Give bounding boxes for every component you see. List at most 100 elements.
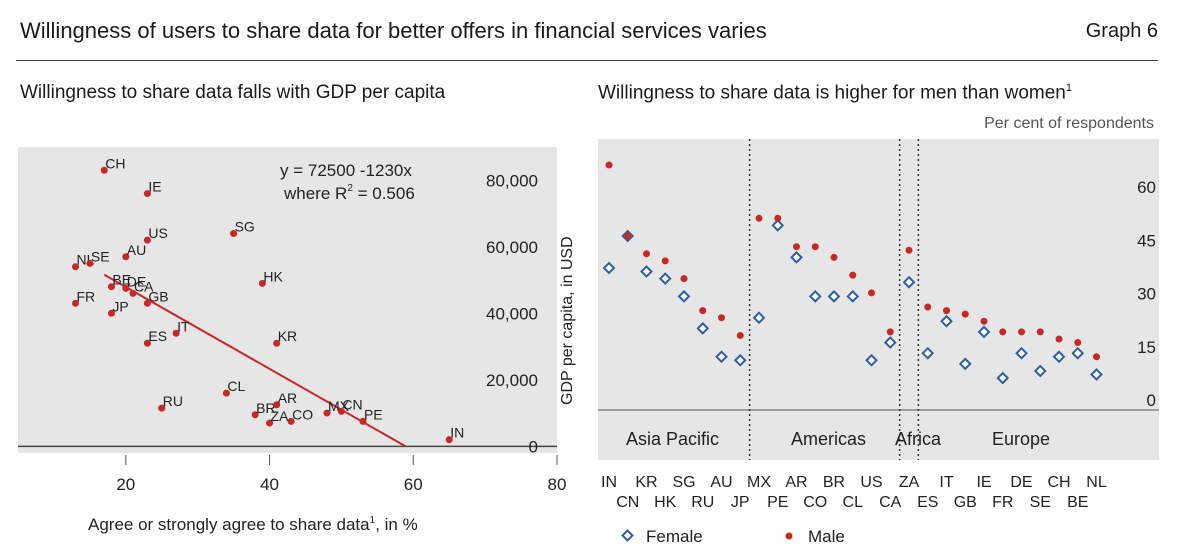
left-y-axis-label: GDP per capita, in USD bbox=[559, 236, 576, 405]
right-ytick-label-15: 15 bbox=[1137, 338, 1156, 357]
legend-male-marker bbox=[785, 532, 793, 540]
left-xtick-label-20: 20 bbox=[116, 475, 135, 494]
point-ie bbox=[143, 190, 151, 198]
male-point-kr bbox=[643, 250, 650, 258]
category-label-cl: CL bbox=[843, 494, 864, 511]
category-label-ch: CH bbox=[1047, 474, 1070, 491]
point-es bbox=[143, 339, 151, 347]
category-label-au: AU bbox=[710, 474, 732, 491]
category-label-us: US bbox=[860, 474, 882, 491]
point-label-in: IN bbox=[450, 425, 464, 441]
legend-female-label: Female bbox=[646, 527, 703, 546]
point-label-pe: PE bbox=[364, 406, 383, 422]
r2-sup: 2 bbox=[347, 183, 353, 194]
point-label-sg: SG bbox=[235, 218, 255, 234]
x-label-note: 1 bbox=[370, 515, 376, 526]
male-point-hk bbox=[661, 257, 669, 265]
region-labels-group: Asia Pacific Americas Africa Europe bbox=[626, 429, 1050, 449]
category-label-cn: CN bbox=[616, 494, 639, 511]
male-point-gb bbox=[961, 310, 969, 318]
point-label-gb: GB bbox=[148, 288, 168, 304]
left-yticks-group: 0 20,000 40,000 60,000 80,000 bbox=[486, 171, 538, 456]
male-point-ie bbox=[980, 317, 988, 325]
point-label-fr: FR bbox=[76, 288, 95, 304]
category-label-it: IT bbox=[939, 474, 953, 491]
right-panel-title-note: 1 bbox=[1065, 82, 1072, 94]
category-label-co: CO bbox=[803, 494, 827, 511]
category-label-ar: AR bbox=[785, 474, 807, 491]
region-label-americas: Americas bbox=[791, 429, 866, 449]
point-de bbox=[122, 284, 130, 292]
point-label-us: US bbox=[148, 225, 167, 241]
point-label-ch: CH bbox=[105, 155, 125, 171]
left-fit-line-group bbox=[103, 273, 407, 448]
r2-text-a: where R bbox=[283, 184, 347, 203]
main-title: Willingness of users to share data for b… bbox=[20, 18, 767, 43]
female-point-de bbox=[1015, 346, 1028, 360]
point-se bbox=[86, 259, 94, 267]
category-label-jp: JP bbox=[731, 494, 750, 511]
right-plot-background bbox=[598, 139, 1159, 460]
female-point-be bbox=[1071, 346, 1085, 360]
male-point-es bbox=[924, 303, 932, 311]
region-dividers-group bbox=[748, 139, 920, 460]
category-label-ca: CA bbox=[879, 494, 902, 511]
point-co bbox=[287, 417, 295, 425]
male-point-sg bbox=[680, 275, 688, 283]
point-kr bbox=[273, 339, 281, 347]
male-point-ar bbox=[793, 243, 800, 251]
male-point-mx bbox=[755, 214, 763, 222]
left-plot-background bbox=[18, 147, 557, 453]
male-point-br bbox=[830, 253, 838, 261]
category-label-se: SE bbox=[1030, 494, 1051, 511]
point-hk bbox=[258, 279, 266, 287]
point-br bbox=[251, 411, 259, 419]
female-point-ca bbox=[883, 336, 897, 349]
category-label-hk: HK bbox=[654, 494, 677, 511]
region-label-europe: Europe bbox=[992, 429, 1050, 449]
female-point-jp bbox=[733, 353, 747, 367]
point-ar bbox=[273, 401, 281, 409]
point-label-au: AU bbox=[127, 242, 146, 258]
point-label-ru: RU bbox=[163, 393, 183, 409]
right-ytick-label-45: 45 bbox=[1137, 231, 1156, 250]
point-label-ca: CA bbox=[134, 278, 154, 294]
left-xtick-label-40: 40 bbox=[260, 475, 279, 494]
category-label-in: IN bbox=[601, 474, 617, 491]
point-in bbox=[445, 436, 453, 444]
regression-equation: y = 72500 -1230x bbox=[280, 161, 412, 180]
legend-male-label: Male bbox=[808, 527, 845, 546]
point-label-se: SE bbox=[91, 248, 110, 264]
male-point-pe bbox=[774, 214, 782, 222]
graph-label: Graph 6 bbox=[1085, 20, 1158, 42]
point-label-kr: KR bbox=[278, 328, 297, 344]
female-point-co bbox=[808, 290, 822, 303]
point-label-za: ZA bbox=[271, 408, 290, 424]
right-panel-title-text: Willingness to share data is higher for … bbox=[598, 82, 1066, 104]
category-label-es: ES bbox=[917, 494, 938, 511]
female-point-ie bbox=[977, 325, 991, 339]
point-label-de: DE bbox=[127, 273, 146, 289]
category-label-nl: NL bbox=[1086, 474, 1107, 491]
category-label-br: BR bbox=[823, 474, 845, 491]
female-point-us bbox=[865, 353, 878, 367]
category-label-kr: KR bbox=[635, 474, 657, 491]
category-label-gb: GB bbox=[954, 494, 977, 511]
regression-r2: where R2 = 0.506 bbox=[283, 183, 415, 203]
point-jp bbox=[107, 309, 115, 317]
left-xtick-label-80: 80 bbox=[548, 475, 567, 494]
point-label-be: BE bbox=[112, 272, 131, 288]
male-point-cl bbox=[849, 271, 857, 279]
female-point-kr bbox=[640, 265, 653, 278]
male-point-us bbox=[868, 289, 875, 297]
female-point-ar bbox=[790, 250, 803, 264]
female-point-hk bbox=[658, 272, 672, 286]
right-yticks-group: 0 15 30 45 60 bbox=[1137, 178, 1156, 410]
right-chart: 0 15 30 45 60 Asia Pacific Americas Africa Euro… bbox=[598, 139, 1159, 546]
male-point-ca bbox=[886, 328, 894, 336]
region-label-africa: Africa bbox=[895, 429, 942, 449]
left-xtick-label-60: 60 bbox=[404, 475, 423, 494]
female-point-fr bbox=[996, 371, 1010, 385]
male-point-ru bbox=[699, 307, 707, 315]
